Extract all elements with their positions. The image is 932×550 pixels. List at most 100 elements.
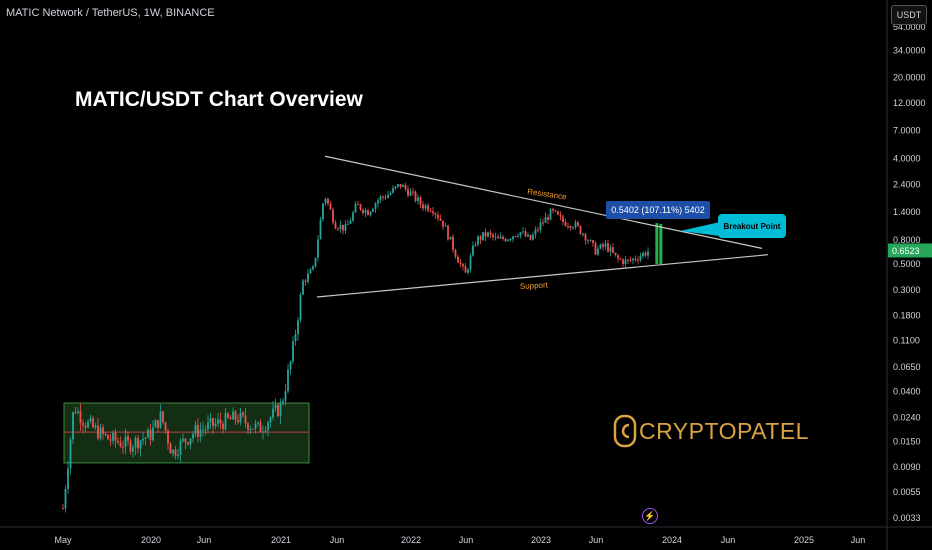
chart-overview-title: MATIC/USDT Chart Overview	[75, 88, 363, 111]
candle-body	[547, 217, 549, 220]
candle-body	[132, 447, 134, 452]
candle-body	[67, 468, 69, 490]
y-tick-label: 0.3000	[893, 285, 921, 295]
candle-body	[389, 192, 392, 195]
candle-body	[579, 225, 582, 235]
breakout-box	[718, 214, 786, 238]
candle-body	[164, 422, 167, 431]
candle-body	[577, 222, 579, 226]
candle-body	[229, 417, 232, 420]
candle-body	[224, 413, 227, 430]
candle-body	[527, 234, 529, 237]
candle-body	[234, 411, 237, 420]
candle-body	[409, 191, 412, 196]
candle-body	[442, 220, 444, 227]
y-tick-label: 0.1100	[893, 336, 920, 346]
y-tick-label: 7.0000	[893, 125, 921, 135]
y-tick-label: 0.0090	[893, 462, 921, 472]
current-price-label: 0.6523	[892, 246, 920, 256]
candle-body	[264, 430, 267, 432]
candle-body	[219, 419, 222, 424]
candle-body	[564, 222, 567, 227]
candle-body	[109, 439, 112, 441]
candle-body	[102, 427, 104, 434]
candle-body	[257, 422, 259, 424]
candle-body	[412, 191, 414, 193]
candle-body	[359, 204, 362, 210]
candle-body	[472, 245, 474, 256]
flash-icon[interactable]: ⚡	[642, 508, 658, 524]
candle-body	[642, 252, 644, 257]
candle-body	[237, 419, 239, 423]
candle-body	[167, 430, 169, 444]
candle-body	[87, 421, 89, 428]
brand-logo: CRYPTOPATEL	[613, 411, 809, 451]
candle-body	[417, 197, 419, 201]
candle-body	[274, 404, 277, 409]
candle-body	[319, 219, 322, 240]
y-tick-label: 4.0000	[893, 154, 921, 164]
candle-body	[384, 197, 387, 199]
candle-body	[262, 431, 264, 433]
candle-body	[192, 433, 194, 439]
y-tick-label: 0.0650	[893, 362, 921, 372]
candle-body	[519, 232, 522, 236]
x-tick-label: 2023	[531, 535, 551, 545]
candle-body	[587, 240, 589, 242]
candle-body	[94, 425, 97, 428]
candle-body	[352, 212, 354, 221]
candle-body	[347, 223, 349, 225]
y-tick-label: 12.0000	[893, 98, 926, 108]
candle-body	[199, 429, 202, 437]
candle-body	[252, 428, 254, 430]
y-tick-label: 0.0240	[893, 413, 921, 423]
x-tick-label: Jun	[197, 535, 212, 545]
candle-body	[534, 229, 537, 235]
candle-body	[567, 226, 569, 228]
candle-body	[242, 412, 244, 416]
candle-body	[437, 214, 439, 219]
candle-body	[339, 224, 342, 230]
candle-body	[72, 412, 74, 440]
candle-body	[129, 440, 132, 452]
y-tick-label: 34.0000	[893, 45, 926, 55]
candle-body	[239, 412, 242, 423]
candle-body	[427, 205, 429, 211]
candle-body	[609, 247, 612, 252]
currency-selector[interactable]: USDT	[891, 5, 927, 25]
candle-body	[354, 203, 357, 213]
candle-body	[402, 184, 404, 187]
candle-body	[467, 269, 469, 273]
candle-body	[644, 252, 647, 256]
candle-body	[97, 425, 99, 439]
candle-body	[479, 236, 482, 240]
candle-body	[482, 232, 484, 240]
candle-body	[399, 184, 402, 187]
y-tick-label: 0.1800	[893, 311, 921, 321]
candle-body	[387, 194, 389, 198]
candle-body	[152, 427, 154, 441]
candle-body	[552, 208, 554, 211]
candle-body	[197, 424, 199, 437]
breakout-candle	[655, 223, 659, 264]
y-tick-label: 0.0150	[893, 436, 921, 446]
candle-body	[639, 256, 642, 261]
brand-logo-icon	[613, 414, 637, 448]
candle-body	[124, 436, 127, 447]
candle-body	[182, 438, 184, 441]
candle-body	[217, 419, 219, 424]
candle-body	[459, 262, 462, 265]
candle-body	[277, 404, 279, 417]
candle-body	[612, 247, 614, 253]
symbol-title: MATIC Network / TetherUS, 1W, BINANCE	[6, 7, 215, 19]
candle-body	[627, 259, 629, 261]
candle-body	[289, 361, 292, 370]
candle-body	[444, 225, 447, 227]
candle-body	[457, 256, 459, 263]
candle-body	[522, 231, 524, 233]
candle-body	[77, 411, 79, 413]
candle-body	[367, 210, 369, 216]
candle-body	[369, 211, 372, 216]
candle-body	[202, 429, 204, 431]
